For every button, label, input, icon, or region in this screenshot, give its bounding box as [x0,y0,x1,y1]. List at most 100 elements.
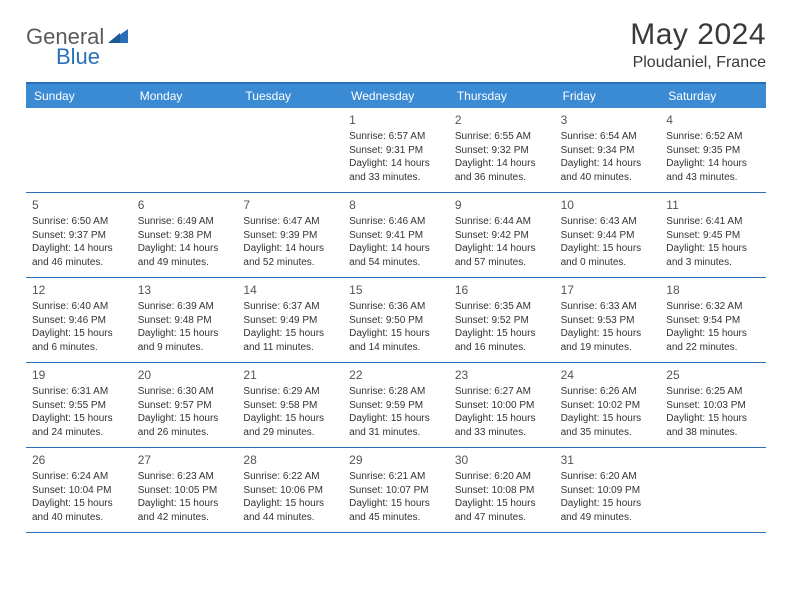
daylight-line2: and 14 minutes. [349,341,443,355]
sunrise-text: Sunrise: 6:47 AM [243,215,337,229]
day-cell: 19Sunrise: 6:31 AMSunset: 9:55 PMDayligh… [26,363,132,447]
sunrise-text: Sunrise: 6:24 AM [32,470,126,484]
day-cell: 18Sunrise: 6:32 AMSunset: 9:54 PMDayligh… [660,278,766,362]
daylight-line1: Daylight: 15 hours [32,497,126,511]
daylight-line2: and 22 minutes. [666,341,760,355]
sunrise-text: Sunrise: 6:54 AM [561,130,655,144]
week-row: 12Sunrise: 6:40 AMSunset: 9:46 PMDayligh… [26,278,766,363]
day-number: 2 [455,112,549,128]
day-cell: 31Sunrise: 6:20 AMSunset: 10:09 PMDaylig… [555,448,661,532]
weekday-header-row: SundayMondayTuesdayWednesdayThursdayFrid… [26,84,766,108]
sunrise-text: Sunrise: 6:55 AM [455,130,549,144]
day-number: 4 [666,112,760,128]
day-number: 18 [666,282,760,298]
day-cell: 21Sunrise: 6:29 AMSunset: 9:58 PMDayligh… [237,363,343,447]
sunset-text: Sunset: 10:08 PM [455,484,549,498]
daylight-line2: and 31 minutes. [349,426,443,440]
daylight-line2: and 43 minutes. [666,171,760,185]
daylight-line1: Daylight: 15 hours [243,497,337,511]
daylight-line1: Daylight: 15 hours [455,497,549,511]
sunrise-text: Sunrise: 6:57 AM [349,130,443,144]
daylight-line2: and 47 minutes. [455,511,549,525]
sunset-text: Sunset: 10:07 PM [349,484,443,498]
daylight-line1: Daylight: 15 hours [666,327,760,341]
day-number: 6 [138,197,232,213]
daylight-line2: and 52 minutes. [243,256,337,270]
location-label: Ploudaniel, France [630,54,766,72]
daylight-line1: Daylight: 14 hours [349,242,443,256]
sunrise-text: Sunrise: 6:49 AM [138,215,232,229]
sunrise-text: Sunrise: 6:50 AM [32,215,126,229]
sunset-text: Sunset: 9:39 PM [243,229,337,243]
day-cell: 20Sunrise: 6:30 AMSunset: 9:57 PMDayligh… [132,363,238,447]
day-cell: 22Sunrise: 6:28 AMSunset: 9:59 PMDayligh… [343,363,449,447]
sunrise-text: Sunrise: 6:31 AM [32,385,126,399]
day-number: 1 [349,112,443,128]
daylight-line2: and 35 minutes. [561,426,655,440]
day-cell: 8Sunrise: 6:46 AMSunset: 9:41 PMDaylight… [343,193,449,277]
day-number: 8 [349,197,443,213]
sunset-text: Sunset: 9:44 PM [561,229,655,243]
daylight-line1: Daylight: 14 hours [455,157,549,171]
day-number: 16 [455,282,549,298]
daylight-line2: and 49 minutes. [561,511,655,525]
day-cell: 11Sunrise: 6:41 AMSunset: 9:45 PMDayligh… [660,193,766,277]
sunrise-text: Sunrise: 6:39 AM [138,300,232,314]
weekday-header-monday: Monday [132,84,238,108]
day-cell: 6Sunrise: 6:49 AMSunset: 9:38 PMDaylight… [132,193,238,277]
day-number: 5 [32,197,126,213]
sunrise-text: Sunrise: 6:21 AM [349,470,443,484]
sunrise-text: Sunrise: 6:28 AM [349,385,443,399]
day-cell: 29Sunrise: 6:21 AMSunset: 10:07 PMDaylig… [343,448,449,532]
sunset-text: Sunset: 10:06 PM [243,484,337,498]
day-number: 28 [243,452,337,468]
sunrise-text: Sunrise: 6:20 AM [561,470,655,484]
sunset-text: Sunset: 9:34 PM [561,144,655,158]
sunset-text: Sunset: 9:45 PM [666,229,760,243]
day-number: 14 [243,282,337,298]
daylight-line2: and 29 minutes. [243,426,337,440]
day-cell: 28 Sunrise: 6:22 AMSunset: 10:06 PMDaylig… [237,448,343,532]
sunrise-text: Sunrise: 6:22 AM [243,470,337,484]
sunset-text: Sunset: 9:31 PM [349,144,443,158]
sunset-text: Sunset: 9:37 PM [32,229,126,243]
sunrise-text: Sunrise: 6:35 AM [455,300,549,314]
sunrise-text: Sunrise: 6:36 AM [349,300,443,314]
daylight-line2: and 33 minutes. [455,426,549,440]
sunset-text: Sunset: 10:09 PM [561,484,655,498]
day-cell: 10Sunrise: 6:43 AMSunset: 9:44 PMDayligh… [555,193,661,277]
sunset-text: Sunset: 10:00 PM [455,399,549,413]
daylight-line1: Daylight: 15 hours [561,412,655,426]
day-number: 30 [455,452,549,468]
daylight-line1: Daylight: 15 hours [243,327,337,341]
sunrise-text: Sunrise: 6:43 AM [561,215,655,229]
day-cell: 13Sunrise: 6:39 AMSunset: 9:48 PMDayligh… [132,278,238,362]
sunrise-text: Sunrise: 6:20 AM [455,470,549,484]
day-cell: 23Sunrise: 6:27 AMSunset: 10:00 PMDaylig… [449,363,555,447]
week-row: 19Sunrise: 6:31 AMSunset: 9:55 PMDayligh… [26,363,766,448]
daylight-line2: and 49 minutes. [138,256,232,270]
daylight-line1: Daylight: 14 hours [243,242,337,256]
sunrise-text: Sunrise: 6:32 AM [666,300,760,314]
sunrise-text: Sunrise: 6:27 AM [455,385,549,399]
daylight-line1: Daylight: 14 hours [666,157,760,171]
daylight-line2: and 16 minutes. [455,341,549,355]
daylight-line1: Daylight: 15 hours [455,327,549,341]
brand-part2: Blue [56,44,100,70]
sunset-text: Sunset: 10:03 PM [666,399,760,413]
sunset-text: Sunset: 9:48 PM [138,314,232,328]
daylight-line2: and 33 minutes. [349,171,443,185]
sunrise-text: Sunrise: 6:30 AM [138,385,232,399]
sunrise-text: Sunrise: 6:52 AM [666,130,760,144]
weekday-header-sunday: Sunday [26,84,132,108]
day-number: 3 [561,112,655,128]
week-row: 5 Sunrise: 6:50 AMSunset: 9:37 PM Daylight… [26,193,766,278]
day-cell [237,108,343,192]
daylight-line1: Daylight: 14 hours [455,242,549,256]
daylight-line2: and 44 minutes. [243,511,337,525]
daylight-line2: and 24 minutes. [32,426,126,440]
daylight-line1: Daylight: 15 hours [561,327,655,341]
daylight-line1: Daylight: 15 hours [561,497,655,511]
daylight-line2: and 9 minutes. [138,341,232,355]
sunset-text: Sunset: 9:42 PM [455,229,549,243]
